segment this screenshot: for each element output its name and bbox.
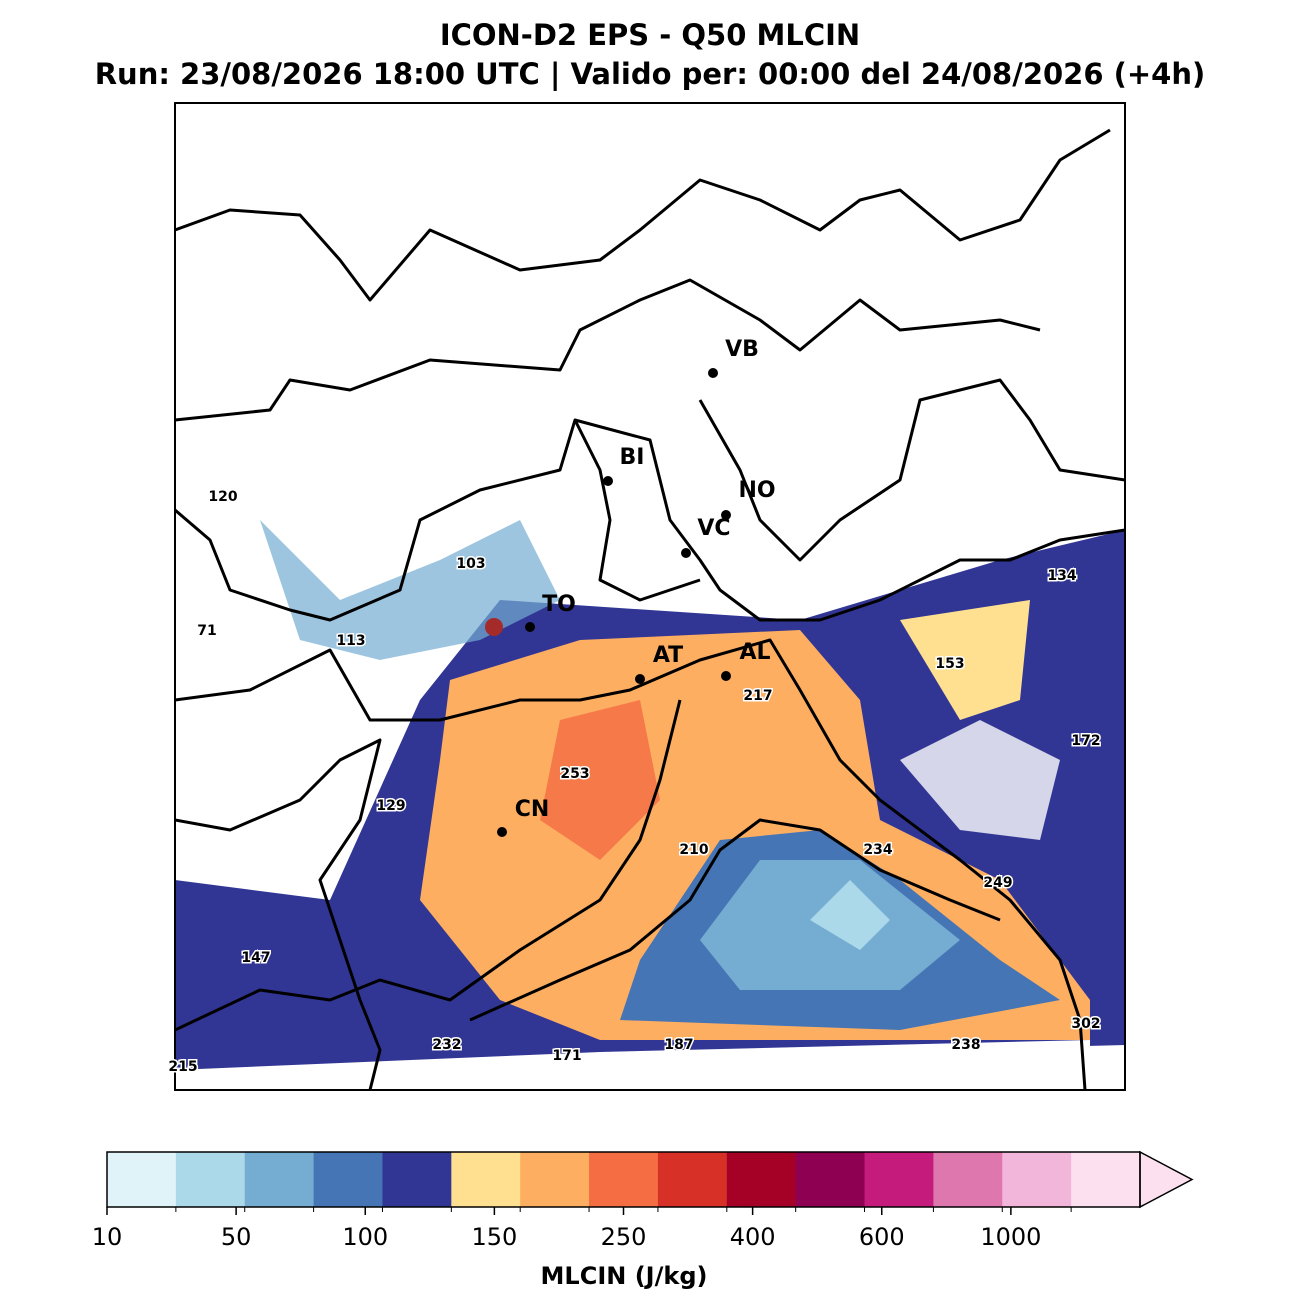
colorbar-segment [1002,1152,1072,1207]
colorbar-segment [864,1152,934,1207]
field-cin-50 [260,520,560,660]
colorbar-segment [657,1152,728,1207]
value-label: 129 [376,798,405,814]
colorbar-segment [382,1152,452,1207]
colorbar: MLCIN (J/kg) 10 50 100 150 250 400 600 1000 [92,1150,1194,1290]
value-label: 103 [456,556,485,572]
value-label: 171 [552,1048,581,1064]
value-label: 217 [743,688,772,704]
map: VB BI NO VC TO AT AL CN 120 103 71 113 129 147 215 232… [167,102,1126,1091]
city-label: TO [542,592,576,617]
title: ICON-D2 EPS - Q50 MLCIN [440,18,860,52]
colorbar-tick-label: 400 [730,1223,776,1251]
colorbar-tick-label: 250 [601,1223,647,1251]
value-label: 113 [336,633,365,649]
colorbar-segment [589,1152,659,1207]
city-dot [721,671,731,681]
colorbar-segment [175,1152,246,1207]
colorbar-segment [244,1152,315,1207]
field-sea-25 [810,880,890,950]
city-dot [708,368,718,378]
field-cin-125 [900,600,1030,720]
colorbar-segment [795,1152,866,1207]
value-label: 120 [208,489,237,505]
colorbar-segment [451,1152,521,1207]
value-label: 172 [1071,733,1100,749]
colorbar-segment [107,1152,177,1207]
city-label: VB [725,337,759,362]
value-label: 71 [197,623,216,639]
value-label: 234 [863,842,892,858]
value-label: 215 [168,1059,197,1075]
value-label: 134 [1047,568,1076,584]
city-label: AL [739,640,770,665]
colorbar-tick-label: 600 [859,1223,905,1251]
colorbar-segment [313,1152,383,1207]
field-cin-200 [540,700,660,860]
subtitle: Run: 23/08/2026 18:00 UTC | Valido per: … [95,57,1206,91]
city-dot [525,622,535,632]
map-outside [175,1040,1090,1090]
colorbar-segment [726,1152,797,1207]
city-label: BI [620,445,645,470]
colorbar-segment [520,1152,590,1207]
value-label: 238 [951,1037,980,1053]
colorbar-extension [1139,1150,1194,1209]
value-label: 153 [935,656,964,672]
value-label: 253 [560,766,589,782]
city-dot [497,827,507,837]
value-label: 302 [1071,1016,1100,1032]
colorbar-segment [933,1152,1003,1207]
city-label: CN [515,797,550,822]
value-label: 147 [241,950,270,966]
colorbar-segment [1071,1152,1141,1207]
location-marker [485,618,503,636]
city-label: AT [653,643,683,668]
value-label: 249 [983,875,1012,891]
colorbar-tick-label: 10 [92,1223,123,1251]
colorbar-tick-label: 50 [221,1223,252,1251]
map-frame [174,102,1126,1091]
city-dot [681,548,691,558]
value-label: 210 [679,842,708,858]
colorbar-tick-label: 150 [471,1223,517,1251]
city-dot [721,510,731,520]
city-label: NO [738,478,775,503]
colorbar-tick-label: 100 [342,1223,388,1251]
colorbar-tick-label: 1000 [980,1223,1041,1251]
value-label: 232 [432,1037,461,1053]
value-label: 187 [664,1037,693,1053]
city-dot [603,476,613,486]
city-dot [635,674,645,684]
colorbar-label: MLCIN (J/kg) [541,1262,708,1290]
field-clear [900,720,1060,840]
city-label: VC [697,516,730,541]
